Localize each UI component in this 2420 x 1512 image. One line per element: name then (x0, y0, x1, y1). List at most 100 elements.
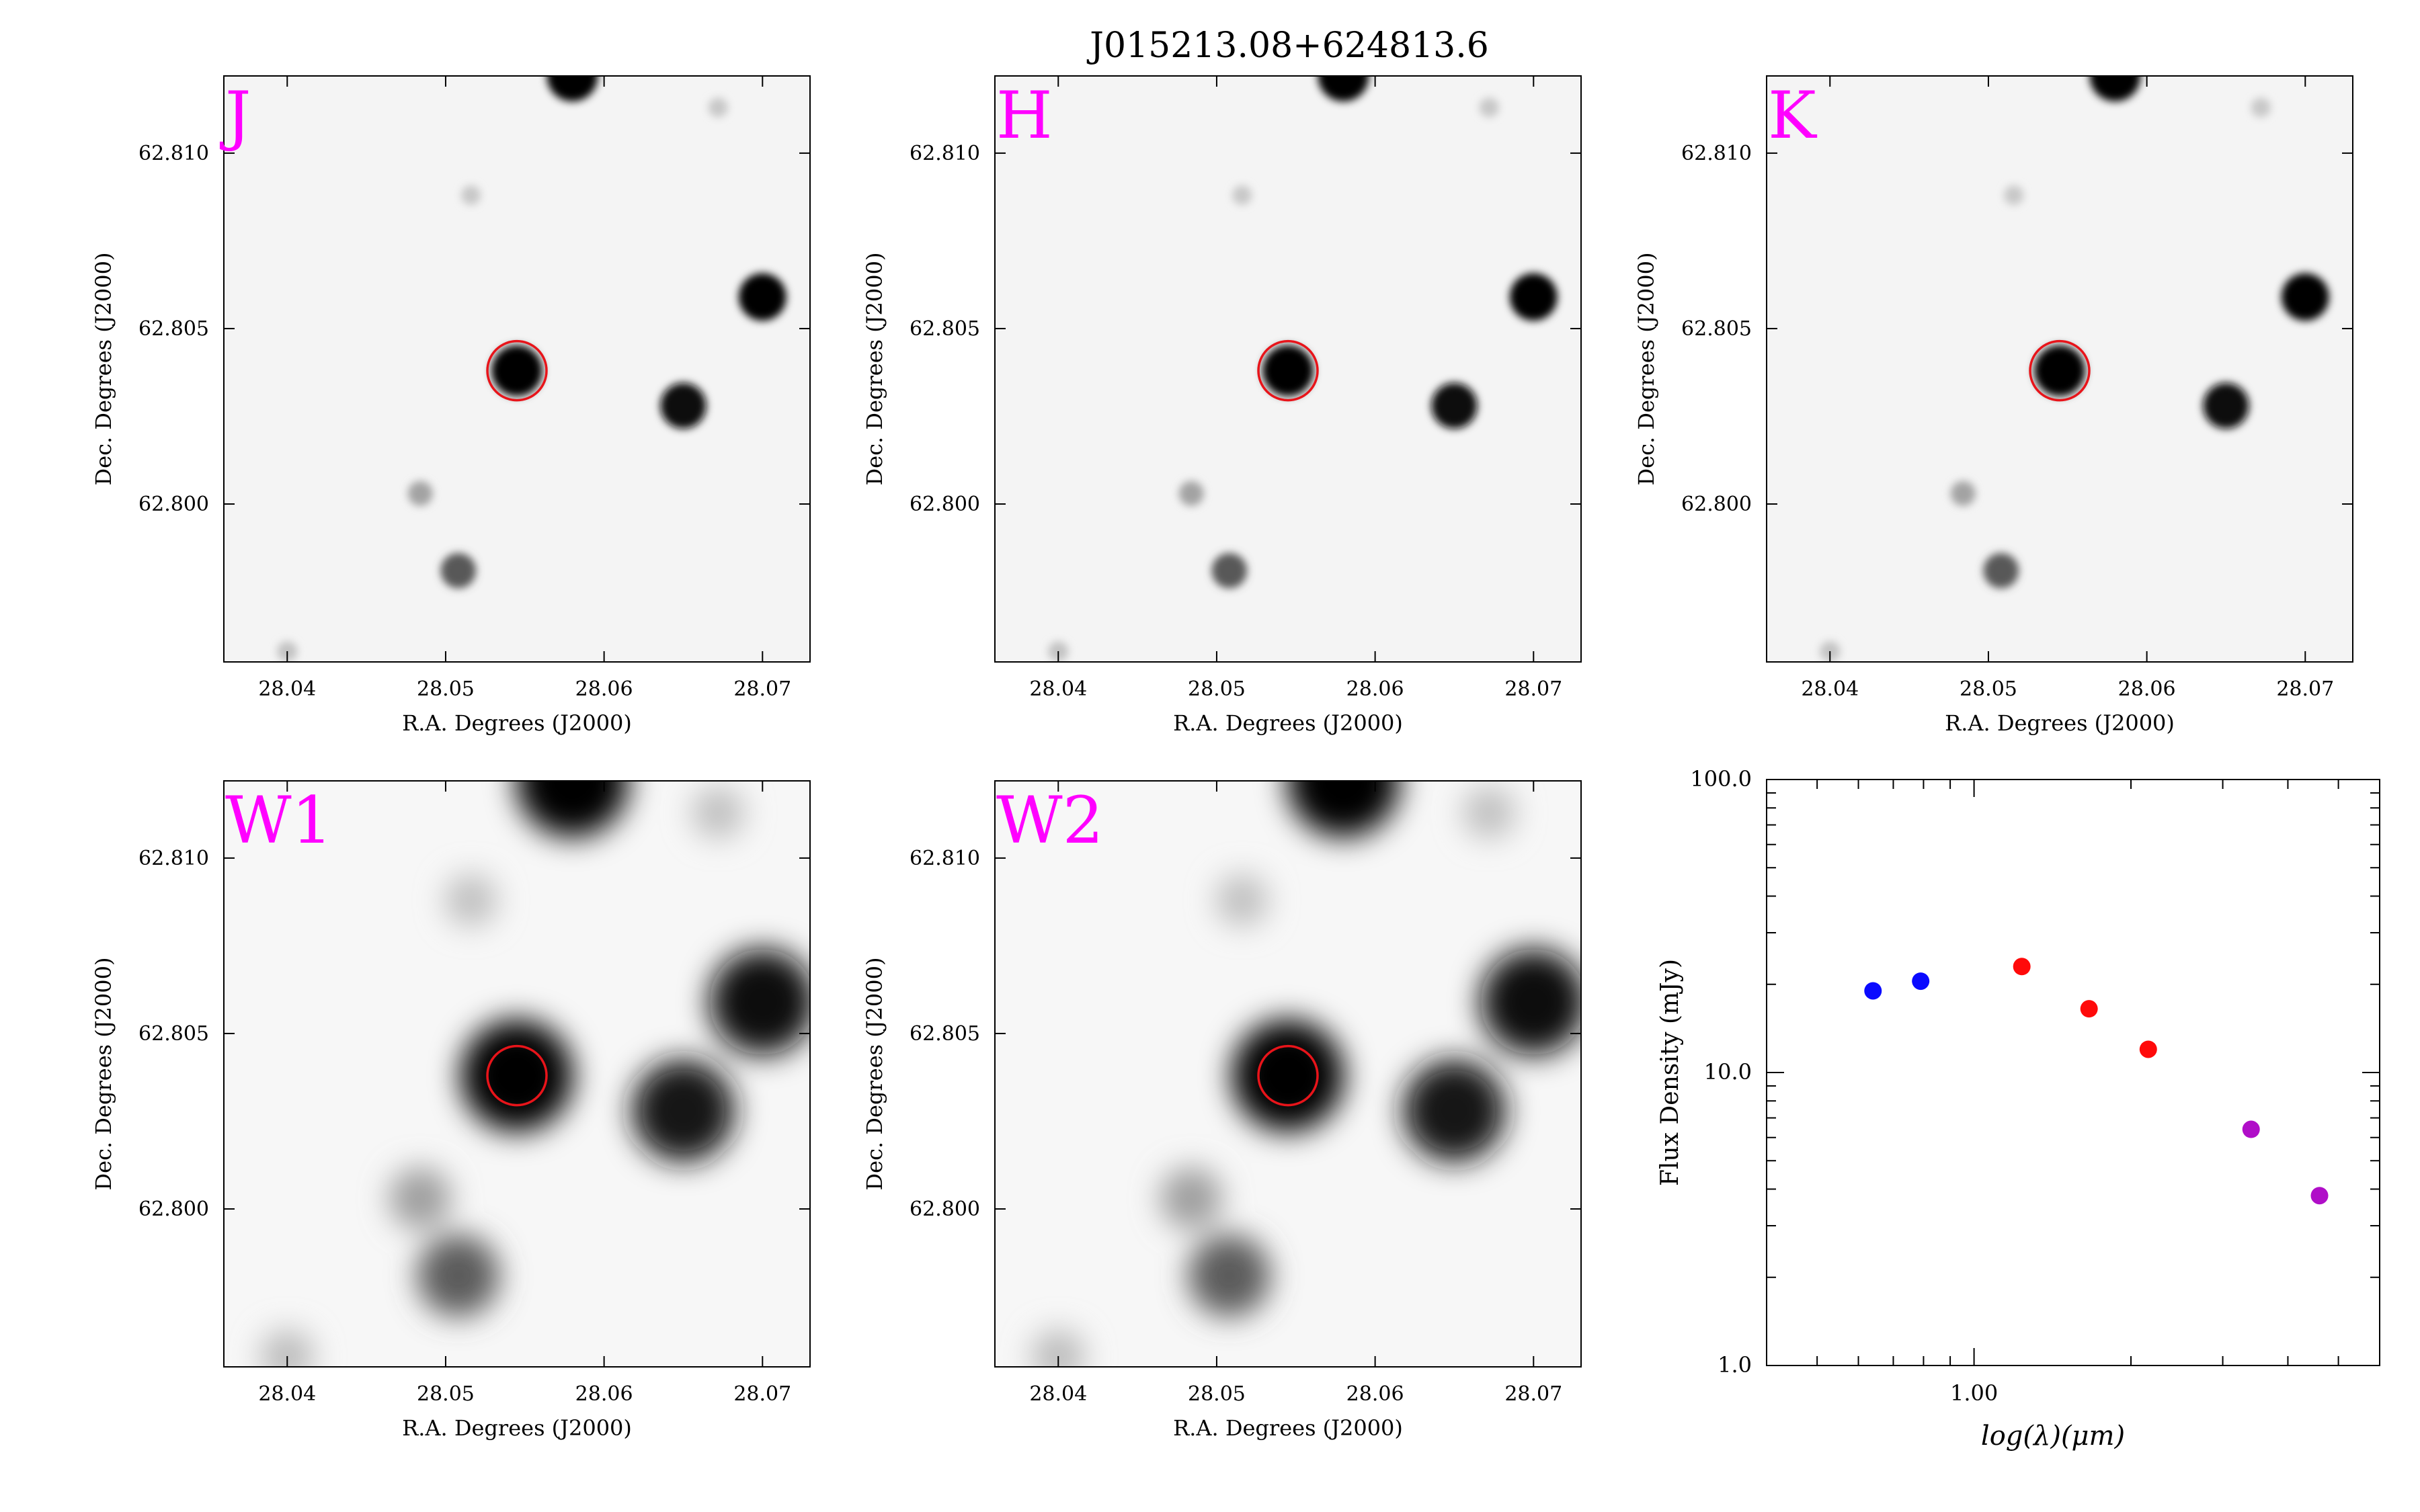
sed-chart: 100.0 10.0 1.0 1.00 log(λ)(μm) Flux Density (… (1656, 766, 2380, 1452)
sed-point (1864, 982, 1882, 1000)
band-label: H (996, 78, 1053, 153)
star-source (1463, 786, 1516, 839)
star-source (1950, 480, 1976, 506)
y-tick-label: 62.800 (910, 1198, 980, 1221)
x-tick-label: 28.06 (1346, 1382, 1404, 1406)
image-frame (223, 75, 811, 663)
y-tick-label: 62.805 (910, 1022, 980, 1046)
image-panel-j: J28.04 28.05 28.06 28.0762.81062.80562.800R… (91, 75, 811, 736)
y-tick-label: 62.810 (138, 847, 209, 870)
sed-y-tick-label: 10.0 (1704, 1059, 1752, 1085)
y-axis-label: Dec. Degrees (J2000) (91, 253, 116, 486)
x-tick-label: 28.04 (1029, 677, 1087, 701)
star-source (444, 874, 497, 927)
star-source (440, 552, 477, 589)
x-tick-label: 28.05 (417, 677, 475, 701)
sed-point (2242, 1120, 2260, 1138)
x-axis-label: R.A. Degrees (J2000) (402, 710, 632, 736)
star-source (1178, 480, 1204, 506)
x-axis-label: R.A. Degrees (J2000) (1173, 1415, 1403, 1441)
image-frame (223, 780, 811, 1368)
x-tick-label: 28.05 (1960, 677, 2017, 701)
star-source (1402, 1059, 1506, 1163)
star-source (1215, 874, 1268, 927)
star-source (1262, 345, 1314, 396)
sed-point (2310, 1187, 2329, 1205)
star-source (660, 382, 707, 429)
star-source (2203, 382, 2249, 429)
y-tick-label: 62.810 (910, 142, 980, 165)
y-axis-label: Dec. Degrees (J2000) (1634, 253, 1659, 486)
star-source (2251, 97, 2271, 118)
star-source (692, 786, 745, 839)
x-tick-label: 28.04 (258, 677, 316, 701)
x-tick-label: 28.04 (1801, 677, 1859, 701)
image-panel-w1: W1 28.04 28.05 28.06 28.07 62.810 62.805 62.800… (91, 780, 811, 1441)
x-tick-label: 28.06 (575, 1382, 633, 1406)
y-tick-label: 62.805 (138, 317, 209, 341)
x-tick-label: 28.06 (575, 677, 633, 701)
x-tick-label: 28.06 (2118, 677, 2176, 701)
star-source (389, 1167, 452, 1230)
star-source (709, 948, 810, 1055)
star-source (1211, 552, 1248, 589)
star-source (407, 480, 433, 506)
image-panels: J28.04 28.05 28.06 28.0762.81062.80562.800R… (91, 75, 2353, 1441)
star-source (260, 1329, 315, 1367)
sed-point (2080, 1000, 2098, 1018)
star-source (708, 97, 728, 118)
star-source (417, 1234, 500, 1317)
y-tick-label: 62.800 (1681, 493, 1752, 516)
star-source (2281, 273, 2329, 321)
star-source (2034, 345, 2085, 396)
target-circle (2029, 339, 2091, 402)
x-tick-label: 28.07 (2276, 677, 2334, 701)
star-source (491, 345, 542, 396)
image-frame (1766, 75, 2353, 663)
y-tick-label: 62.800 (138, 1198, 209, 1221)
sed-point (2013, 958, 2031, 976)
star-source (631, 1059, 735, 1163)
image-panel-k: K 28.04 28.05 28.06 28.07 62.810 62.805 62.800 R… (1634, 75, 2353, 736)
y-axis-label: Dec. Degrees (J2000) (91, 958, 116, 1191)
y-tick-label: 62.810 (138, 142, 209, 165)
image-panel-h: H 28.04 28.05 28.06 28.07 62.810 62.805 62.800 R… (862, 75, 1582, 736)
sed-plot-frame (1766, 779, 2380, 1366)
star-source (738, 273, 787, 321)
band-label: W1 (225, 783, 333, 858)
star-source (2089, 76, 2141, 101)
x-tick-label: 28.07 (733, 677, 791, 701)
image-panel-w2: W2 28.04 28.05 28.06 28.07 62.810 62.805 62.800… (862, 780, 1582, 1441)
sed-y-tick-label: 1.0 (1718, 1352, 1752, 1378)
star-source (1431, 382, 1478, 429)
x-tick-label: 28.06 (1346, 677, 1404, 701)
target-circle (1257, 339, 1319, 402)
star-source (1318, 76, 1369, 101)
star-source (461, 185, 481, 206)
sed-point (2139, 1040, 2157, 1058)
y-tick-label: 62.800 (138, 493, 209, 516)
x-axis-label: R.A. Degrees (J2000) (1173, 710, 1403, 736)
star-source (1983, 552, 2019, 589)
x-tick-label: 28.07 (1504, 1382, 1562, 1406)
target-circle (1257, 1044, 1319, 1107)
target-circle (486, 339, 548, 402)
y-tick-label: 62.810 (1681, 142, 1752, 165)
star-source (547, 76, 598, 101)
star-source (1031, 1329, 1086, 1367)
star-source (1188, 1234, 1271, 1317)
x-tick-label: 28.04 (258, 1382, 316, 1406)
star-source (1480, 948, 1581, 1055)
target-circle (486, 1044, 548, 1107)
x-axis-label: R.A. Degrees (J2000) (1945, 710, 2175, 736)
figure-title: J015213.08+624813.6 (1086, 26, 1489, 66)
x-tick-label: 28.05 (1188, 1382, 1246, 1406)
y-tick-label: 62.810 (910, 847, 980, 870)
star-source (460, 1019, 573, 1132)
star-source (1232, 1019, 1344, 1132)
x-tick-label: 28.05 (1188, 677, 1246, 701)
star-source (1287, 781, 1400, 837)
band-label: W2 (996, 783, 1104, 858)
y-axis-label: Dec. Degrees (J2000) (862, 253, 887, 486)
